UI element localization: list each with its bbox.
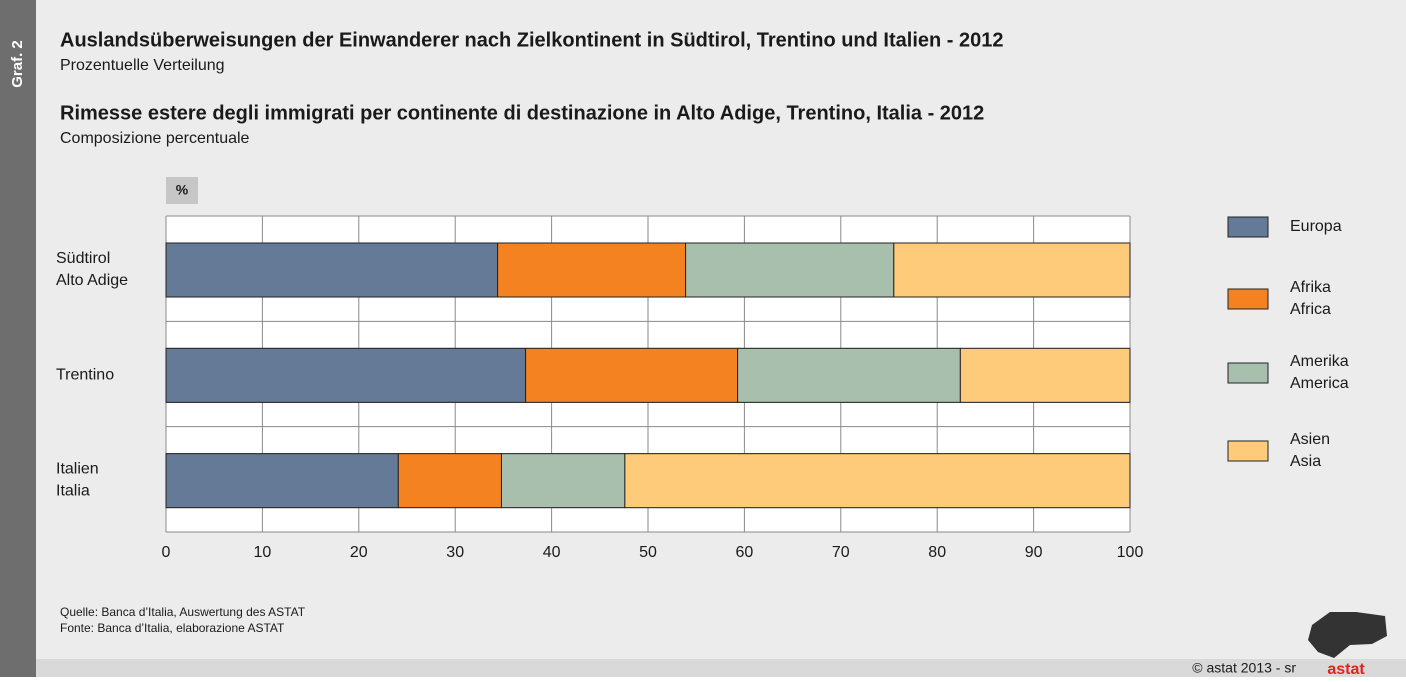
x-tick-label: 20 (350, 544, 368, 561)
logo: astat (1327, 661, 1365, 677)
x-tick-label: 60 (736, 544, 754, 561)
x-tick-label: 70 (832, 544, 850, 561)
source: Quelle: Banca d’Italia, Auswertung des A… (60, 605, 306, 619)
bar-segment (624, 453, 1131, 509)
y-tick-label: Trentino (56, 367, 114, 384)
unit-label: % (176, 182, 189, 198)
unit-box (166, 177, 198, 204)
legend-swatch (1227, 440, 1269, 462)
bar-segment (497, 242, 687, 298)
y-tick-label: Südtirol Alto Adige (56, 250, 128, 289)
legend-swatch (1227, 216, 1269, 238)
logo-map (1308, 612, 1387, 658)
footer-strip (36, 659, 1406, 677)
copyright: © astat 2013 - sr (1192, 660, 1296, 676)
legend-label: Afrika Africa (1290, 279, 1331, 318)
bar-segment (397, 453, 502, 509)
bar-segment (165, 242, 499, 298)
graf-label: Graf. 2 (9, 40, 26, 88)
side-strip (0, 0, 36, 677)
chart-subtitle-it: Composizione percentuale (60, 130, 250, 147)
x-tick-label: 80 (928, 544, 946, 561)
source-it: Fonte: Banca d’Italia, elaborazione ASTA… (60, 621, 285, 635)
bar-segment (959, 347, 1131, 403)
chart-subtitle: Prozentuelle Verteilung (60, 57, 225, 74)
x-tick-label: 50 (639, 544, 657, 561)
legend-label: Amerika America (1290, 353, 1349, 392)
bar-segment (500, 453, 626, 509)
bar-segment (525, 347, 739, 403)
y-tick-label: Italien Italia (56, 461, 99, 500)
bar-segment (165, 347, 527, 403)
x-tick-label: 90 (1025, 544, 1043, 561)
bar-segment (893, 242, 1131, 298)
x-tick-label: 10 (254, 544, 272, 561)
legend-label: Europa (1290, 218, 1342, 235)
x-tick-label: 30 (446, 544, 464, 561)
bar-segment (165, 453, 399, 509)
x-tick-label: 0 (162, 544, 171, 561)
x-tick-label: 40 (543, 544, 561, 561)
legend-swatch (1227, 288, 1269, 310)
x-tick-label: 100 (1117, 544, 1144, 561)
chart-title: Auslandsüberweisungen der Einwanderer na… (60, 29, 1003, 51)
chart-title-it: Rimesse estere degli immigrati per conti… (60, 102, 984, 124)
bar-segment (685, 242, 895, 298)
legend-label: Asien Asia (1290, 431, 1330, 470)
legend-swatch (1227, 362, 1269, 384)
bar-segment (737, 347, 961, 403)
